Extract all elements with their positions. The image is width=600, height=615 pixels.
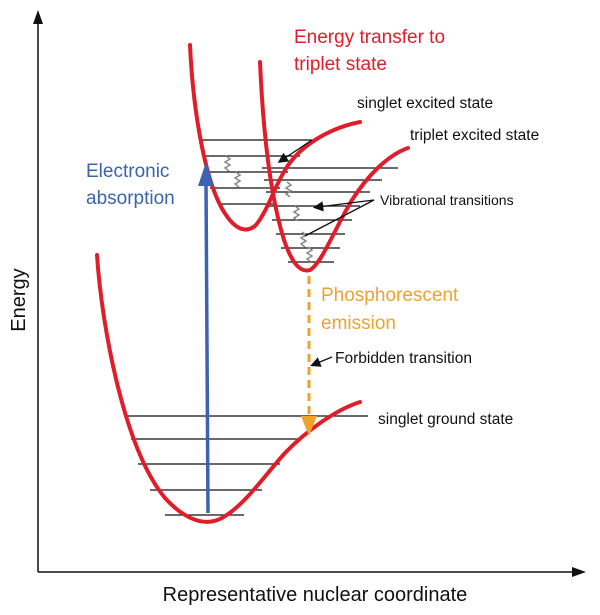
vibrational-pointer-upper [312, 199, 375, 212]
triplet-excited-label: triplet excited state [410, 127, 539, 144]
wave-singlet-a [223, 155, 232, 172]
singlet-excited-label: singlet excited state [357, 95, 493, 112]
vibrational-relaxation-waves [223, 155, 314, 263]
vibrational-pointer-lower [304, 199, 375, 237]
energy-transfer-label-line1: Energy transfer to [294, 27, 445, 48]
emission-arrowhead [301, 416, 317, 436]
forbidden-pointer [310, 356, 333, 367]
absorption-arrowhead [198, 162, 214, 186]
electronic-absorption-label-line1: Electronic [86, 161, 169, 182]
electronic-absorption-label-line2: absorption [86, 188, 175, 209]
wave-singlet-b [233, 171, 242, 188]
phosphorescent-label-line1: Phosphorescent [321, 285, 459, 306]
wave-triplet-a [284, 181, 293, 198]
y-axis-arrowhead [33, 10, 43, 24]
forbidden-transition-label: Forbidden transition [335, 350, 472, 367]
singlet-ground-label: singlet ground state [378, 411, 513, 428]
axes: Energy Representative nuclear coordinate [8, 10, 586, 606]
absorption-arrow [204, 181, 210, 514]
triplet-excited-curve [258, 60, 410, 273]
triplet-excited-levels [262, 167, 398, 263]
x-axis-label: Representative nuclear coordinate [163, 584, 468, 606]
phosphorescent-label-line2: emission [321, 313, 396, 334]
wave-triplet-c [299, 231, 308, 248]
energy-transfer-label-line2: triplet state [294, 54, 387, 75]
energy-transfer-pointer [277, 139, 313, 163]
wave-triplet-d [305, 246, 314, 263]
singlet-excited-curve [188, 43, 362, 232]
ground-state-levels [128, 415, 368, 516]
wave-triplet-b [292, 205, 301, 222]
vibrational-transitions-label: Vibrational transitions [380, 192, 514, 208]
y-axis-label: Energy [8, 268, 30, 331]
singlet-ground-curve [95, 253, 362, 524]
x-axis-arrowhead [572, 567, 586, 577]
